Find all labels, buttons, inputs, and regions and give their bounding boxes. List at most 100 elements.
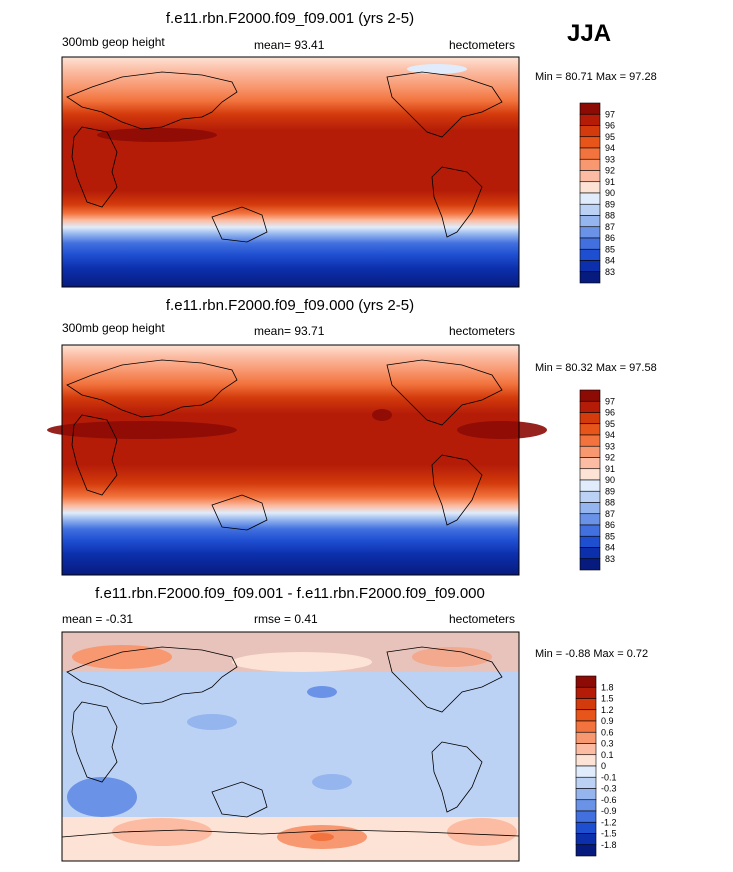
colorbar-label: 0.6 xyxy=(601,727,614,737)
colorbar-label: 86 xyxy=(605,520,615,530)
panel-3-minmax: Min = -0.88 Max = 0.72 xyxy=(535,648,649,660)
colorbar-swatch xyxy=(579,271,601,284)
colorbar-label: 87 xyxy=(605,222,615,232)
colorbar-swatch xyxy=(579,400,601,413)
colorbar-swatch xyxy=(579,158,601,171)
panel-1-minmax: Min = 80.71 Max = 97.28 xyxy=(535,71,657,83)
colorbar-label: 86 xyxy=(605,233,615,243)
colorbar-swatch xyxy=(579,502,601,515)
colorbar-label: 85 xyxy=(605,244,615,254)
colorbar-label: 92 xyxy=(605,453,615,463)
colorbar-label: -0.1 xyxy=(601,772,617,782)
colorbar-label: 91 xyxy=(605,464,615,474)
colorbar-label: -1.5 xyxy=(601,829,617,839)
colorbar-label: 0 xyxy=(601,761,606,771)
colorbar-swatch xyxy=(579,136,601,149)
colorbar-swatch xyxy=(579,547,601,560)
colorbar-label: 89 xyxy=(605,486,615,496)
colorbar-swatch xyxy=(575,810,597,823)
colorbar-swatch xyxy=(579,389,601,402)
colorbar-swatch xyxy=(579,524,601,537)
colorbar-label: 95 xyxy=(605,419,615,429)
colorbar-swatch xyxy=(579,192,601,205)
colorbar-label: 93 xyxy=(605,154,615,164)
panel-3-map xyxy=(61,631,520,862)
colorbar-label: 90 xyxy=(605,188,615,198)
colorbar-label: 83 xyxy=(605,267,615,277)
colorbar-swatch xyxy=(579,170,601,183)
colorbar-swatch xyxy=(575,844,597,857)
colorbar-label: 84 xyxy=(605,543,615,553)
colorbar-label: 1.8 xyxy=(601,682,614,692)
panel-3-title: f.e11.rbn.F2000.f09_f09.001 - f.e11.rbn.… xyxy=(95,585,485,602)
colorbar-label: 94 xyxy=(605,143,615,153)
panel-2-units-label: hectometers xyxy=(449,324,516,338)
colorbar-label: 1.2 xyxy=(601,705,614,715)
colorbar-swatch xyxy=(579,457,601,470)
colorbar-swatch xyxy=(575,765,597,778)
colorbar-swatch xyxy=(579,248,601,261)
colorbar-swatch xyxy=(575,821,597,834)
panel-1-units-label: hectometers xyxy=(449,38,516,52)
panel-1-mean-label: mean= 93.41 xyxy=(254,38,325,52)
colorbar-label: 1.5 xyxy=(601,694,614,704)
colorbar-swatch xyxy=(579,434,601,447)
colorbar-swatch xyxy=(579,102,601,115)
panel-2-map xyxy=(47,344,547,576)
colorbar-label: 84 xyxy=(605,256,615,266)
colorbar-swatch xyxy=(579,147,601,160)
colorbar-swatch xyxy=(579,215,601,228)
colorbar-swatch xyxy=(575,833,597,846)
panel-1-variable-label: 300mb geop height xyxy=(62,35,165,49)
colorbar-label: 0.1 xyxy=(601,750,614,760)
colorbar-swatch xyxy=(579,558,601,571)
colorbar-swatch xyxy=(579,113,601,126)
colorbar-swatch xyxy=(579,181,601,194)
panel-1-title: f.e11.rbn.F2000.f09_f09.001 (yrs 2-5) xyxy=(165,10,415,27)
panel-2-minmax: Min = 80.32 Max = 97.58 xyxy=(535,362,657,374)
colorbar-swatch xyxy=(579,203,601,216)
colorbar-swatch xyxy=(575,776,597,789)
panel-3-units-label: hectometers xyxy=(449,612,516,626)
colorbar-label: -0.6 xyxy=(601,795,617,805)
colorbar-swatch xyxy=(575,743,597,756)
season-label: JJA xyxy=(567,20,612,47)
colorbar-swatch xyxy=(579,513,601,526)
colorbar-label: 0.3 xyxy=(601,739,614,749)
colorbar-swatch xyxy=(575,788,597,801)
colorbar-label: 88 xyxy=(605,211,615,221)
colorbar-label: 97 xyxy=(605,396,615,406)
colorbar-label: 89 xyxy=(605,199,615,209)
panel-1-map xyxy=(61,56,520,288)
colorbar-label: 0.9 xyxy=(601,716,614,726)
colorbar-label: 96 xyxy=(605,408,615,418)
panel-3-rmse-label: rmse = 0.41 xyxy=(254,612,318,626)
colorbar-swatch xyxy=(579,490,601,503)
colorbar-swatch xyxy=(579,535,601,548)
colorbar-swatch xyxy=(579,260,601,273)
colorbar-swatch xyxy=(579,445,601,458)
colorbar-swatch xyxy=(579,479,601,492)
colorbar-swatch xyxy=(579,468,601,481)
colorbar-label: 90 xyxy=(605,475,615,485)
colorbar-label: 95 xyxy=(605,132,615,142)
colorbar-label: 87 xyxy=(605,509,615,519)
colorbar-swatch xyxy=(575,754,597,767)
colorbar-swatch xyxy=(575,720,597,733)
colorbar-label: -1.8 xyxy=(601,840,617,850)
colorbar-swatch xyxy=(575,799,597,812)
colorbar-swatch xyxy=(579,125,601,138)
colorbar-swatch xyxy=(575,686,597,699)
panel-2-title: f.e11.rbn.F2000.f09_f09.000 (yrs 2-5) xyxy=(165,297,415,314)
colorbar-swatch xyxy=(575,731,597,744)
colorbar-label: 93 xyxy=(605,441,615,451)
colorbar-swatch xyxy=(579,237,601,250)
colorbar-swatch xyxy=(579,412,601,425)
colorbar-label: 88 xyxy=(605,498,615,508)
colorbar-label: 83 xyxy=(605,554,615,564)
colorbar-label: 92 xyxy=(605,166,615,176)
colorbar-swatch xyxy=(575,698,597,711)
colorbar-label: 94 xyxy=(605,430,615,440)
